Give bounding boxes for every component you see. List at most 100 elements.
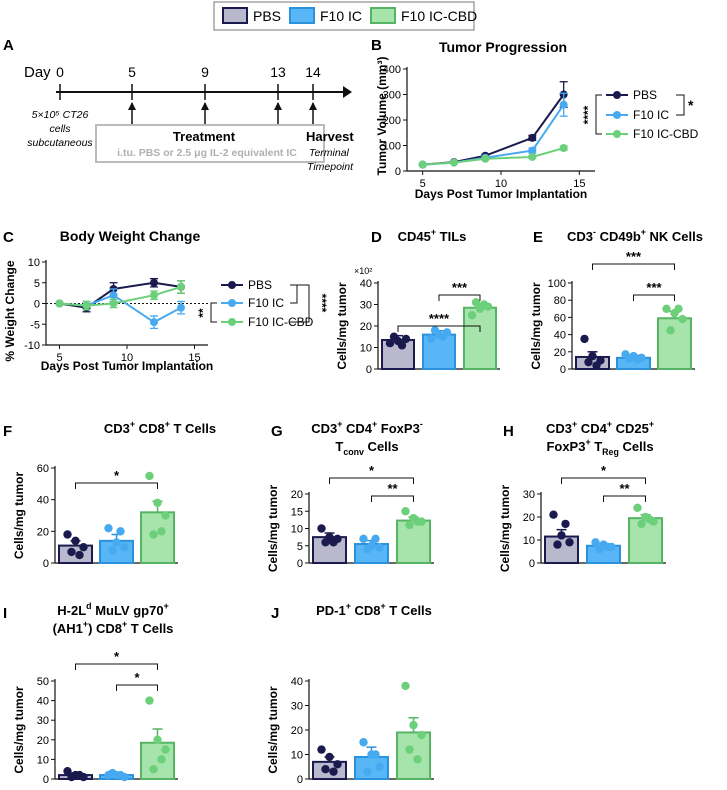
chart-title-line-2-part: Cells: [619, 439, 654, 454]
data-point: [55, 299, 64, 308]
legend-f10ic: F10 IC: [248, 296, 284, 310]
data-point: [321, 765, 330, 774]
data-point: [177, 282, 185, 291]
bar-2: [628, 517, 663, 565]
y-tick-label: 0: [297, 558, 303, 570]
panel-letter-a: A: [3, 37, 14, 54]
data-point: [363, 767, 372, 776]
data-point: [67, 772, 76, 782]
chart-title-part: CD3: [546, 421, 572, 436]
x-tick-label: 15: [573, 178, 585, 190]
timeline-day-9: 9: [201, 64, 209, 80]
y-axis-label: Cells/mg tumor: [335, 282, 349, 370]
significance-label: *: [114, 468, 120, 483]
y-tick-label: 30: [360, 300, 372, 312]
data-point: [317, 745, 326, 754]
chart-title-line-2: FoxP3+ TReg Cells: [546, 437, 653, 457]
significance-bracket: [438, 294, 481, 301]
data-point: [157, 755, 166, 764]
harvest-title: Harvest: [306, 129, 354, 144]
data-point: [401, 334, 411, 344]
timeline-day-14: 14: [305, 64, 321, 80]
data-point: [467, 311, 477, 320]
chart-title-part: +: [607, 419, 612, 429]
data-point: [112, 538, 121, 547]
chart-title: CD45+ TILs: [398, 227, 467, 244]
data-point: [75, 550, 84, 560]
data-point: [580, 334, 589, 344]
y-axis-label: Cells/mg tumor: [266, 686, 280, 774]
chart-title: CD3- CD49b+ NK Cells: [567, 227, 703, 244]
data-point: [549, 510, 558, 519]
sig-pbs-vs-cbd: ****: [315, 294, 329, 313]
timeline-arrowhead: [343, 86, 352, 98]
significance-bracket: [75, 482, 158, 489]
chart-title-part: -: [593, 227, 596, 237]
x-axis-label: Days Post Tumor Implantation: [415, 187, 587, 201]
significance-bracket: [75, 663, 158, 670]
significance-label: **: [619, 481, 630, 496]
legend-frame: [213, 1, 475, 31]
data-point: [150, 278, 158, 287]
data-point: [471, 298, 481, 307]
data-point: [481, 154, 490, 163]
data-point: [584, 357, 593, 367]
bar-2: [140, 741, 175, 780]
data-point: [430, 326, 440, 335]
chart-title-line-2-part: ) CD8: [88, 621, 122, 636]
data-point: [104, 523, 113, 533]
chart-title-part: CD4: [342, 421, 372, 436]
chart-title-part: +: [337, 419, 342, 429]
chart-title: CD3+ CD4+ FoxP3-: [311, 419, 423, 436]
panel-h-treg-cells: H CD3+ CD4+ CD25+FoxP3+ TReg CellsCells/…: [498, 419, 666, 572]
data-point: [674, 304, 683, 313]
y-tick-label: 200: [383, 115, 401, 127]
chart-title-line-2-part: Cells: [364, 439, 399, 454]
data-point: [120, 542, 129, 552]
data-point: [75, 770, 84, 780]
y-axis-label: Cells/mg tumor: [529, 282, 543, 370]
chart-title-line-2-part: +: [585, 437, 590, 447]
timeline-day-5: 5: [128, 64, 136, 80]
significance-bracket: [561, 477, 646, 484]
data-point: [71, 536, 80, 546]
data-point: [150, 318, 158, 327]
x-tick-label: 10: [121, 352, 133, 364]
data-point: [153, 735, 162, 744]
data-point: [145, 471, 154, 481]
data-point: [426, 334, 436, 344]
x-tick-label: 5: [420, 178, 426, 190]
y-tick-label: 0: [560, 364, 566, 376]
chart-title-part: CD25: [612, 421, 649, 436]
chart-title-line-2-part: T Cells: [127, 621, 173, 636]
chart-title-part: FoxP3: [377, 421, 420, 436]
legend-marker-pbs: [613, 91, 621, 99]
y-tick-label: 20: [37, 735, 49, 747]
data-point: [79, 542, 88, 552]
data-point: [678, 314, 687, 324]
y-tick-label: 30: [523, 489, 535, 501]
panel-e-nk-cells: E CD3- CD49b+ NK Cells Cells/mg tumor 0 20 4…: [529, 227, 703, 376]
data-point: [145, 696, 154, 705]
x-tick-label: 10: [495, 178, 507, 190]
bar-2: [657, 317, 692, 371]
data-point: [633, 355, 642, 364]
data-point: [413, 517, 422, 526]
legend-f10ic-cbd: F10 IC-CBD: [248, 315, 314, 329]
panel-d-cd45-tils: D ×10² CD45+ TILs Cells/mg tumor 0 10 20 30 40…: [335, 227, 500, 376]
y-tick-label: 0: [43, 774, 49, 786]
data-point: [479, 300, 489, 309]
significance-label: ***: [452, 280, 468, 295]
significance-bracket: [603, 495, 646, 502]
y-tick-label: 0: [529, 558, 535, 570]
significance-bracket: [371, 495, 414, 502]
bar-2: [396, 731, 431, 781]
chart-title-line-2-part: T: [591, 439, 603, 454]
data-point: [561, 519, 570, 529]
panel-letter-j: J: [271, 605, 279, 622]
timeline-day-0: 0: [56, 64, 64, 80]
line-legend: PBS F10 IC F10 IC-CBD: [221, 278, 314, 329]
y-tick-label: 0: [297, 774, 303, 786]
